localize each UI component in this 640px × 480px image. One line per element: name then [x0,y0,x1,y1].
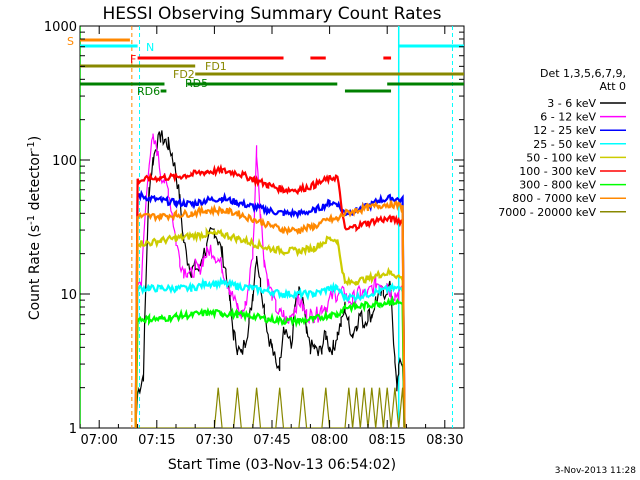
legend-label-2: 12 - 25 keV [533,124,596,137]
series-300-800kev [134,295,406,428]
y-tick-label-3: 1000 [44,20,77,35]
series-100-300kev [134,163,406,428]
y-axis-label: Count Rate (s-1 detector-1) [26,136,43,320]
y-tick-label-1: 10 [60,288,77,303]
legend-label-0: 3 - 6 keV [547,97,596,110]
chart-title: HESSI Observing Summary Count Rates [102,4,441,24]
flag-label-f: F [130,53,136,66]
x-tick-label-3: 07:45 [253,433,290,448]
x-tick-label-1: 07:15 [138,433,175,448]
x-tick-label-6: 08:30 [426,433,463,448]
series-25-50kev [134,276,406,428]
x-tick-label-0: 07:00 [80,433,117,448]
plot-area [80,26,464,428]
flag-label-rd5: RD5 [185,77,208,90]
x-axis-label: Start Time (03-Nov-13 06:54:02) [168,457,396,473]
legend-header-0: Det 1,3,5,6,7,9, [540,67,626,80]
legend-header-1: Att 0 [600,80,626,93]
flag-label-n: N [146,41,154,54]
legend-label-5: 100 - 300 keV [519,165,596,178]
flag-label-s: S [67,35,74,48]
series-7000-20000kev [135,387,406,428]
x-tick-label-4: 08:00 [311,433,348,448]
series-50-100kev [134,226,406,428]
legend-label-1: 6 - 12 keV [540,111,596,124]
x-tick-label-2: 07:30 [196,433,233,448]
series-800-7000kev [134,200,406,428]
legend-label-3: 25 - 50 keV [533,138,596,151]
legend-label-7: 800 - 7000 keV [512,192,596,205]
flag-label-fd2: FD2 [173,68,195,81]
axes: 07:00 07:15 07:30 07:45 08:00 08:15 08:30 1 10 10… [44,20,465,448]
legend-label-4: 50 - 100 keV [526,151,596,164]
legend-label-6: 300 - 800 keV [519,179,596,192]
series-3-6kev [135,130,406,428]
flag-label-fd1: FD1 [205,60,227,73]
y-tick-label-0: 1 [69,422,77,437]
series-12-25kev [134,189,406,428]
flag-label-rd6: RD6 [137,85,160,98]
y-tick-label-2: 100 [52,154,77,169]
series-6-12kev [135,133,406,428]
legend-label-8: 7000 - 20000 keV [498,206,596,219]
x-tick-label-5: 08:15 [368,433,405,448]
timestamp: 3-Nov-2013 11:28 [555,466,637,476]
